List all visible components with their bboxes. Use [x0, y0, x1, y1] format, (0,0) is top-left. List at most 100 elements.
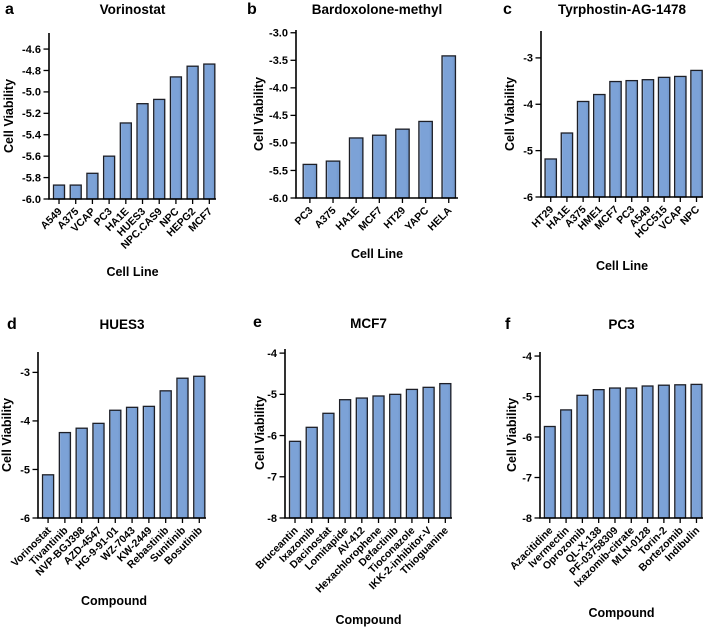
bar	[560, 132, 574, 198]
bar	[69, 184, 82, 200]
bar	[405, 388, 419, 519]
bar	[593, 93, 606, 198]
bar-chart-b: -3.0-3.5-4.0-4.5-5.0-5.5-6.0PC3A375HA1EM…	[269, 28, 458, 234]
y-tick-label: -5.0	[22, 87, 41, 99]
y-tick-label: -6.0	[22, 194, 41, 206]
y-axis-label: Cell Viability	[253, 395, 267, 471]
y-tick-label: -4	[267, 348, 278, 360]
bar	[186, 65, 199, 200]
y-axis-label: Cell Viability	[2, 78, 16, 154]
y-tick-label: -7	[522, 472, 532, 484]
bar	[75, 427, 88, 519]
y-tick-label: -3.5	[269, 55, 288, 67]
y-tick-label: -3	[523, 53, 533, 65]
y-tick-label: -3.0	[269, 28, 288, 40]
bar	[690, 383, 703, 519]
y-tick-label: -5.6	[22, 151, 41, 163]
bar	[389, 393, 402, 519]
bar	[690, 69, 703, 198]
bar	[125, 406, 139, 519]
bar	[86, 172, 99, 200]
x-axis-label: Compound	[588, 606, 655, 620]
category-label: MCF7	[356, 205, 385, 234]
bar-chart-f: -4-5-6-7-8AzacitidineIvermectinOprozomib…	[508, 351, 703, 590]
y-axis-label: Cell Viability	[252, 76, 266, 152]
chart-title: PC3	[608, 317, 635, 332]
panel-letter: c	[503, 1, 512, 18]
bar	[302, 163, 318, 199]
bar	[159, 390, 172, 519]
bar	[102, 155, 116, 200]
y-tick-label: -4.8	[22, 65, 41, 77]
bar	[169, 76, 183, 200]
bar	[325, 160, 341, 199]
bar	[641, 79, 655, 198]
bar	[608, 387, 622, 519]
x-axis-label: Cell Line	[350, 247, 404, 261]
bar	[371, 134, 387, 199]
chart-title: HUES3	[99, 317, 145, 332]
bar	[560, 409, 573, 519]
bar	[136, 103, 149, 200]
y-axis-label: Cell Viability	[505, 397, 519, 473]
panel-a: -4.6 -4.8 -5.0 -5.2 -5.4 -5.6 -5.8 -6.0 A549 A375…	[0, 0, 236, 300]
panel-e: -4 -5 -6 -7 -8 Bruceantin Ixazomib Dacinostat Lo…	[236, 300, 472, 632]
bar	[58, 431, 72, 519]
y-tick-label: -4.6	[22, 44, 41, 56]
y-tick-label: -4	[20, 416, 31, 428]
bar	[657, 384, 670, 519]
y-tick-label: -6.0	[269, 193, 288, 205]
bar	[439, 382, 452, 519]
bar	[657, 76, 671, 198]
bar	[372, 395, 385, 519]
panel-letter: a	[5, 1, 14, 18]
bar	[592, 389, 605, 519]
bar	[441, 55, 457, 199]
y-tick-label: -6	[20, 513, 30, 525]
chart-title: MCF7	[350, 316, 387, 331]
y-tick-label: -5	[20, 464, 30, 476]
bar	[153, 98, 166, 200]
y-tick-label: -5	[523, 145, 533, 157]
y-tick-label: -8	[267, 513, 277, 525]
panel-letter: d	[7, 316, 17, 333]
bar	[338, 399, 352, 519]
bar	[305, 426, 318, 519]
bar	[625, 79, 639, 198]
y-tick-label: -5.2	[22, 108, 41, 120]
category-label: PC3	[293, 205, 316, 228]
y-axis-label: Cell Viability	[503, 76, 517, 152]
x-axis-label: Compound	[81, 594, 147, 608]
bar	[674, 384, 687, 519]
bar	[544, 158, 558, 198]
y-tick-label: -5.0	[269, 138, 288, 150]
bar	[142, 405, 156, 519]
bar	[576, 100, 590, 198]
bar	[109, 409, 122, 519]
x-axis-label: Compound	[335, 613, 402, 627]
y-tick-label: -6	[267, 430, 277, 442]
panel-letter: f	[505, 316, 511, 333]
panel-d: -3 -4 -5 -6 Vorinostat Tivantinib NVP-BGJ398 AZ…	[0, 300, 236, 632]
bar-chart-a: -4.6-4.8-5.0-5.2-5.4-5.6-5.8-6.0A549A375…	[22, 33, 216, 252]
panel-b: -3.0 -3.5 -4.0 -4.5 -5.0 -5.5 -6.0 PC3 A375 HA1E M…	[236, 0, 472, 300]
y-tick-label: -6	[522, 432, 532, 444]
bar	[355, 397, 368, 519]
x-axis-label: Cell Line	[595, 259, 649, 273]
bar	[673, 75, 687, 198]
panel-f: -4 -5 -6 -7 -8 Azacitidine Ivermectin Oprozomib…	[472, 300, 708, 632]
bar	[418, 120, 433, 199]
category-label: NPC	[678, 203, 702, 227]
bar	[41, 474, 55, 519]
chart-title: Tyrphostin-AG-1478	[557, 2, 687, 17]
bar	[422, 386, 435, 519]
bar	[641, 385, 654, 519]
y-tick-label: -7	[267, 472, 277, 484]
bar	[52, 184, 66, 200]
bar-chart-e: -4-5-6-7-8BruceantinIxazomibDacinostatLo…	[253, 348, 452, 595]
bar	[609, 80, 622, 198]
chart-title: Bardoxolone-methyl	[311, 2, 443, 17]
bar	[625, 387, 638, 519]
y-tick-label: -3	[20, 367, 30, 379]
